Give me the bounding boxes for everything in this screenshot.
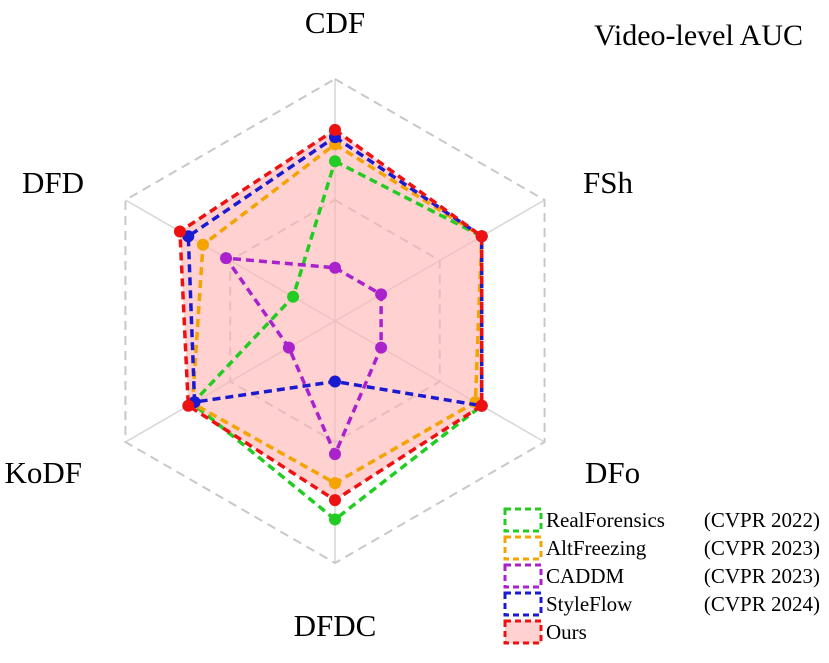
legend-item-ours: Ours (503, 619, 587, 645)
legend-item-styleflow: StyleFlow (CVPR 2024) (503, 591, 820, 617)
axis-label-kodf: KoDF (4, 455, 82, 490)
point-caddm-dfd (220, 252, 233, 265)
point-caddm-kodf (282, 341, 295, 354)
series-caddm (220, 252, 388, 461)
legend-swatch-realforensics (503, 507, 543, 533)
legend-label-styleflow: StyleFlow (546, 592, 633, 616)
legend: RealForensics (CVPR 2022) AltFreezing (CVPR… (503, 507, 820, 645)
legend-item-realforensics: RealForensics (CVPR 2022) (503, 507, 820, 533)
radar-series (173, 123, 488, 526)
axis-label-dfdc: DFDC (294, 608, 377, 643)
grid-ring-2 (124, 77, 546, 565)
point-caddm-cdf (329, 261, 341, 274)
legend-item-caddm: CADDM (CVPR 2023) (503, 563, 820, 589)
legend-swatch-styleflow (503, 591, 543, 617)
point-ours-fsh (475, 230, 488, 243)
series-ours (173, 123, 488, 507)
legend-swatch-caddm (503, 563, 543, 589)
axis-label-cdf: CDF (305, 5, 365, 40)
point-caddm-fsh (375, 288, 388, 301)
legend-label-altfreezing: AltFreezing (546, 536, 647, 560)
point-caddm-dfo (375, 341, 388, 354)
axis-labels: CDF FSh DFo DFDC KoDF DFD (4, 5, 640, 643)
legend-item-altfreezing: AltFreezing (CVPR 2023) (503, 535, 820, 561)
point-ours-cdf (329, 123, 341, 136)
axis-label-dfd: DFD (22, 165, 84, 200)
point-caddm-dfdc (329, 448, 341, 461)
legend-swatch-altfreezing (503, 535, 543, 561)
point-ours-kodf (182, 399, 195, 412)
legend-venue-caddm: (CVPR 2023) (704, 564, 820, 588)
axis-label-fsh: FSh (583, 165, 633, 200)
point-altfreezing-dfdc (329, 477, 341, 490)
axis-label-dfo: DFo (585, 455, 640, 490)
point-realforensics-cdf (329, 155, 341, 168)
chart-title: Video-level AUC (594, 19, 803, 52)
point-styleflow-dfdc (329, 375, 341, 388)
point-ours-dfo (475, 399, 488, 412)
point-ours-dfdc (329, 494, 341, 507)
legend-venue-styleflow: (CVPR 2024) (704, 592, 820, 616)
point-realforensics-dfdc (329, 513, 341, 526)
legend-venue-altfreezing: (CVPR 2023) (704, 536, 820, 560)
point-realforensics-dfd (287, 290, 300, 303)
series-fill-ours (179, 129, 482, 501)
legend-label-ours: Ours (546, 620, 587, 644)
legend-venue-realforensics: (CVPR 2022) (704, 508, 820, 532)
legend-label-caddm: CADDM (546, 564, 625, 588)
legend-label-realforensics: RealForensics (546, 508, 665, 532)
legend-swatch-ours (503, 619, 543, 645)
point-altfreezing-dfd (196, 238, 209, 251)
point-ours-dfd (173, 225, 186, 238)
